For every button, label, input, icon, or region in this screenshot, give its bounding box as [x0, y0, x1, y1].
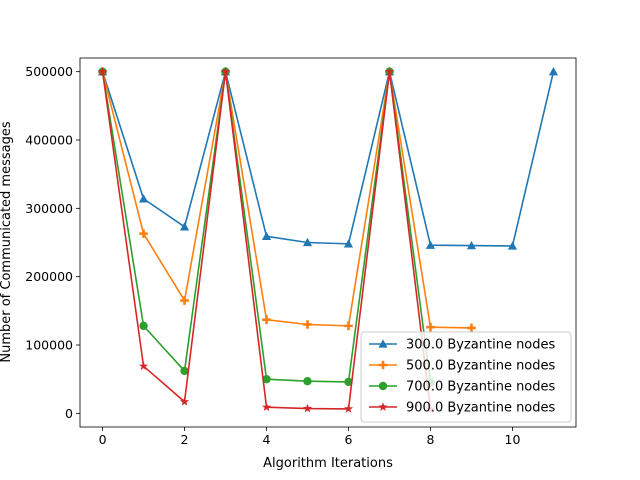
data-point	[138, 361, 149, 371]
data-point	[343, 404, 354, 413]
y-tick-label: 500000	[25, 64, 73, 79]
legend-label: 500.0 Byzantine nodes	[406, 359, 556, 374]
data-point	[180, 366, 189, 376]
data-point	[384, 66, 395, 76]
y-tick-label: 100000	[25, 338, 73, 353]
data-point	[425, 240, 436, 249]
legend-box	[360, 331, 572, 423]
data-point	[344, 377, 353, 387]
x-tick-label: 6	[345, 432, 353, 447]
y-axis-label: Number of Communicated messages	[0, 121, 14, 362]
data-point	[467, 323, 476, 333]
data-point	[138, 194, 149, 203]
data-point	[97, 66, 108, 76]
data-point	[261, 402, 272, 412]
plot-area: 0 2 4 6 8 10 0 100000 200000 300000 400000 500000	[25, 57, 577, 447]
y-tick-label: 400000	[25, 133, 73, 148]
legend-item: 700.0 Byzantine nodes	[369, 380, 556, 395]
data-point	[180, 296, 189, 305]
data-point	[220, 66, 231, 76]
legend-item: 900.0 Byzantine nodes	[369, 401, 556, 416]
legend: 300.0 Byzantine nodes 500.0 Byzantine nod…	[360, 331, 572, 423]
series-2	[98, 67, 476, 333]
legend-marker	[378, 381, 388, 391]
y-tick-label: 300000	[25, 201, 73, 216]
legend-item: 300.0 Byzantine nodes	[369, 338, 556, 353]
data-point	[548, 67, 559, 76]
legend-marker	[378, 339, 388, 348]
legend-label: 900.0 Byzantine nodes	[406, 401, 556, 416]
data-point	[261, 231, 272, 241]
x-tick-label: 4	[263, 432, 271, 447]
data-point	[343, 239, 354, 248]
legend-item: 500.0 Byzantine nodes	[369, 359, 556, 374]
data-point	[426, 322, 435, 332]
data-point	[466, 240, 477, 250]
data-point	[344, 321, 353, 331]
legend-marker	[378, 402, 388, 411]
series-line	[101, 70, 472, 329]
data-point	[262, 315, 271, 325]
y-tick-label: 0	[65, 406, 73, 421]
legend-label: 700.0 Byzantine nodes	[406, 380, 556, 395]
x-axis-label: Algorithm Iterations	[263, 456, 393, 471]
data-point	[507, 241, 518, 250]
data-point	[139, 321, 148, 331]
x-tick-label: 0	[99, 432, 107, 447]
data-point	[302, 237, 313, 247]
data-point	[179, 396, 190, 406]
x-tick-label: 8	[427, 432, 435, 447]
x-tick-label: 10	[505, 432, 521, 447]
series-line	[101, 70, 555, 247]
data-point	[179, 222, 190, 231]
data-point	[262, 374, 271, 384]
legend-marker	[378, 360, 388, 370]
data-point	[303, 377, 312, 386]
axes-frame	[79, 57, 577, 428]
x-tick-label: 2	[181, 432, 189, 447]
data-point	[303, 320, 312, 329]
data-point	[139, 229, 148, 238]
data-point	[302, 403, 313, 413]
y-tick-label: 200000	[25, 269, 73, 284]
legend-label: 300.0 Byzantine nodes	[406, 338, 556, 353]
